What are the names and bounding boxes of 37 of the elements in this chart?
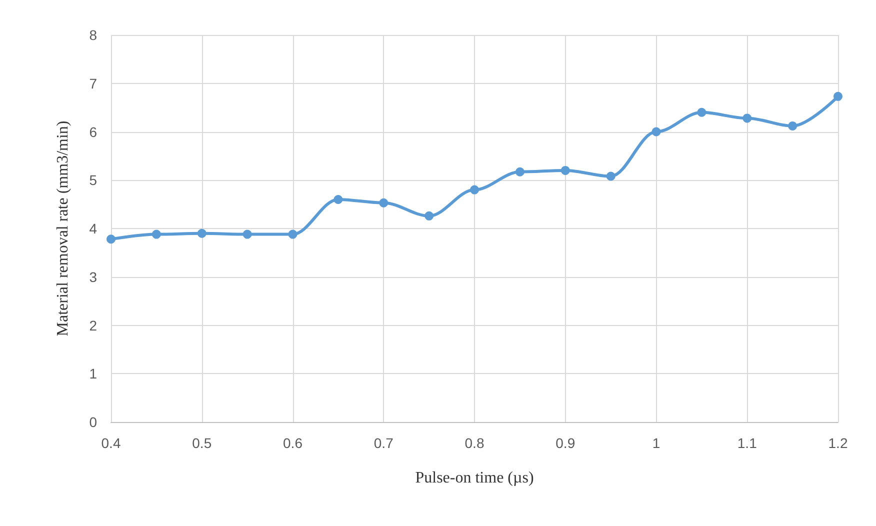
y-tick-label: 3 [89, 268, 98, 285]
point [515, 167, 524, 176]
point [242, 230, 252, 239]
point [106, 234, 116, 244]
x-tick-label: 0.7 [374, 435, 394, 451]
y-tick-label: 4 [89, 220, 98, 236]
x-tick-label: 0.8 [464, 435, 484, 451]
x-axis-title: Pulse-on time (µs) [415, 470, 534, 486]
point [742, 114, 752, 123]
x-tick-label: 1.2 [828, 435, 848, 451]
x-tick-label: 1 [652, 435, 660, 451]
point [152, 230, 161, 239]
point [606, 172, 616, 181]
point [470, 185, 479, 194]
y-tick-label: 6 [89, 124, 98, 140]
point [424, 211, 434, 220]
x-tick-label: 0.4 [101, 435, 121, 451]
x-tick-label: 0.9 [556, 435, 576, 451]
y-tick-label: 8 [89, 27, 98, 43]
y-tick-label: 7 [89, 75, 98, 92]
point [788, 121, 798, 130]
point [652, 127, 661, 136]
point [834, 92, 842, 101]
y-tick-label: 5 [89, 172, 98, 188]
point [288, 230, 298, 239]
point [334, 194, 343, 204]
x-tick-label: 1.1 [737, 435, 758, 451]
y-tick-label: 1 [89, 366, 98, 382]
point [697, 108, 706, 117]
y-tick-label: 2 [89, 317, 98, 334]
point [560, 166, 570, 175]
x-tick-label: 0.6 [283, 435, 303, 451]
y-axis-title: Material removal rate (mm3/min) [54, 120, 72, 336]
x-tick-label: 0.5 [192, 435, 212, 451]
point [197, 228, 206, 238]
y-tick-label: 0 [89, 414, 98, 430]
point [379, 198, 388, 208]
